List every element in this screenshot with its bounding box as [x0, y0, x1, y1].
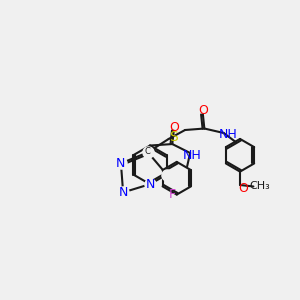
- Text: O: O: [238, 182, 248, 195]
- Text: C: C: [145, 147, 151, 156]
- Text: NH: NH: [183, 149, 202, 162]
- Text: N: N: [118, 186, 128, 199]
- Text: N: N: [145, 178, 155, 191]
- Text: O: O: [198, 104, 208, 117]
- Text: S: S: [169, 130, 178, 144]
- Text: O: O: [169, 121, 179, 134]
- Text: N: N: [116, 157, 126, 170]
- Text: F: F: [169, 188, 176, 201]
- Text: CH₃: CH₃: [249, 182, 270, 191]
- Text: NH: NH: [219, 128, 238, 141]
